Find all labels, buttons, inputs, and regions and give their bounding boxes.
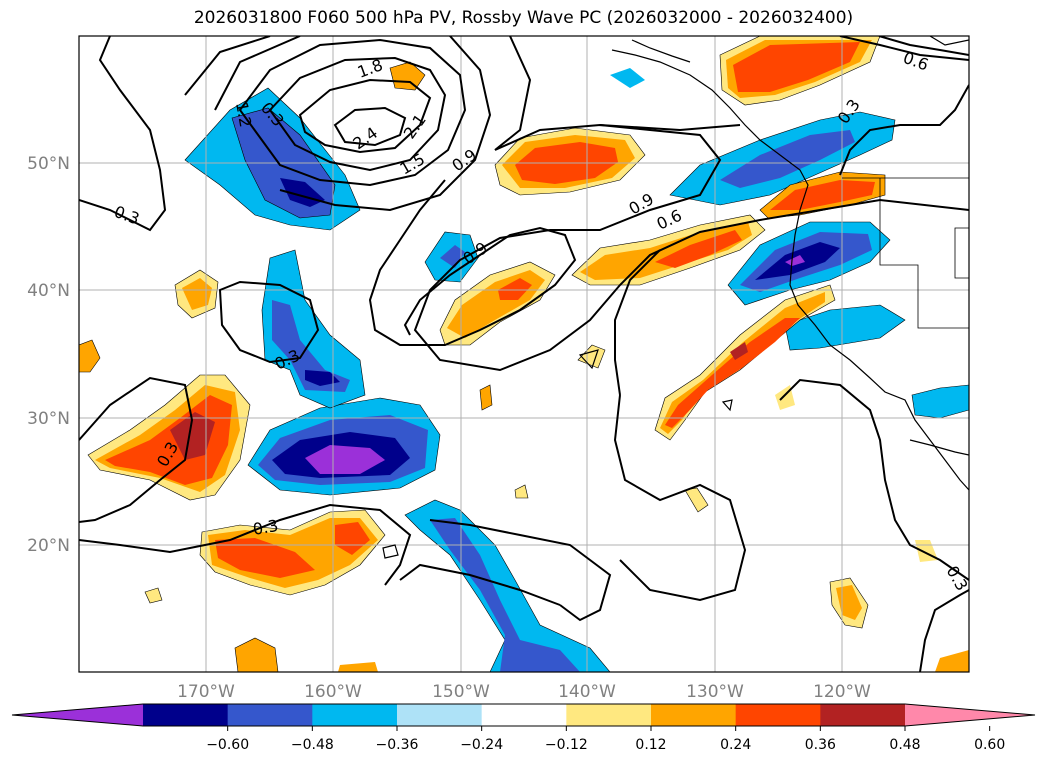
negative-anomaly-region: [272, 300, 350, 392]
positive-anomaly-region: [170, 412, 215, 460]
negative-anomaly-region: [305, 370, 340, 386]
lat-label: 20°N: [27, 536, 70, 556]
gridlines: [79, 36, 969, 672]
positive-anomaly-region: [335, 522, 370, 555]
colorbar-segment: [397, 704, 483, 726]
colorbar-tick-label: 0.36: [805, 737, 836, 753]
colorbar-tick-label: 0.12: [635, 737, 666, 753]
contour-label: 0.3: [251, 516, 279, 539]
lon-label: 140°W: [558, 682, 616, 702]
colorbar-tick-label: −0.36: [376, 737, 419, 753]
colorbar-segment: [820, 704, 906, 726]
lat-label: 40°N: [27, 281, 70, 301]
negative-anomaly-region: [785, 255, 805, 266]
negative-anomaly-region: [440, 245, 465, 268]
positive-anomaly-region: [234, 637, 279, 672]
positive-anomaly-region: [479, 384, 493, 411]
colorbar-segment: [735, 704, 821, 726]
latitude-labels: 50°N 40°N 30°N 20°N: [27, 154, 70, 556]
negative-anomaly-region: [610, 68, 645, 88]
positive-anomaly-region: [498, 278, 532, 300]
negative-anomaly-region: [784, 304, 906, 351]
positive-anomaly-region: [730, 342, 748, 360]
positive-anomaly-region: [182, 278, 212, 310]
negative-anomaly-region: [430, 518, 580, 672]
colorbar-tick-label: −0.60: [206, 737, 249, 753]
colorbar-tick-label: −0.48: [291, 737, 334, 753]
lon-label: 160°W: [304, 682, 362, 702]
pv-shading-layer: [79, 36, 969, 672]
positive-anomaly-region: [144, 587, 163, 604]
positive-anomaly-region: [935, 650, 969, 672]
colorbar-tick-label: 0.60: [974, 737, 1005, 753]
colorbar-tick-label: −0.12: [545, 737, 588, 753]
positive-anomaly-region: [733, 42, 860, 92]
lat-label: 30°N: [27, 409, 70, 429]
positive-anomaly-region: [215, 538, 315, 578]
negative-anomaly-region: [911, 384, 969, 419]
contour-label: 1.2: [232, 100, 255, 128]
colorbar-tick-label: −0.24: [460, 737, 503, 753]
colorbar-segment: [312, 704, 398, 726]
map-frame: [78, 35, 970, 673]
lon-label: 150°W: [432, 682, 490, 702]
colorbar-segment: [227, 704, 313, 726]
longitude-labels: 170°W 160°W 150°W 140°W 130°W 120°W: [177, 682, 871, 702]
colorbar-segment: [481, 704, 567, 726]
lon-label: 170°W: [177, 682, 235, 702]
colorbar-segment: [143, 704, 229, 726]
colorbar: −0.60 −0.48 −0.36 −0.24 −0.12 0.12 0.24 0.36 0.4…: [11, 703, 1036, 753]
positive-anomaly-region: [338, 662, 378, 672]
positive-anomaly-region: [79, 339, 101, 373]
plot-title: 2026031800 F060 500 hPa PV, Rossby Wave …: [193, 8, 854, 28]
negative-anomaly-region: [720, 130, 855, 188]
positive-anomaly-region: [514, 484, 529, 499]
colorbar-tick-label: 0.48: [889, 737, 920, 753]
positive-anomaly-region: [665, 318, 800, 428]
lon-label: 120°W: [813, 682, 871, 702]
colorbar-extend-min: [12, 704, 143, 726]
negative-anomaly-region: [305, 445, 385, 474]
positive-anomaly-region: [655, 230, 742, 268]
coastline: [382, 36, 969, 559]
positive-anomaly-region: [580, 222, 752, 280]
colorbar-tick-label: 0.24: [720, 737, 751, 753]
colorbar-segment: [651, 704, 737, 726]
pv-contours: [79, 36, 969, 672]
lon-label: 130°W: [686, 682, 744, 702]
colorbar-extend-max: [905, 704, 1035, 726]
colorbar-outline: [11, 703, 1036, 727]
positive-anomaly-region: [770, 180, 875, 210]
lat-label: 50°N: [27, 154, 70, 174]
colorbar-segment: [566, 704, 652, 726]
